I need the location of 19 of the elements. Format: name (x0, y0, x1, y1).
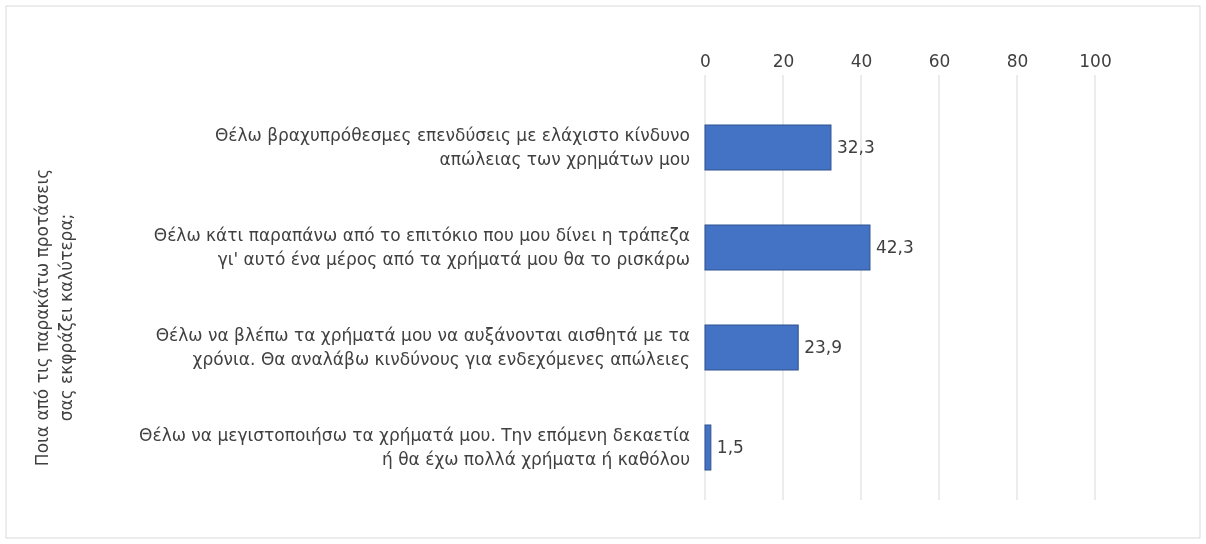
bar (704, 424, 712, 471)
bar (704, 324, 799, 371)
bar (704, 224, 871, 271)
bar (704, 124, 832, 171)
data-label: 1,5 (716, 437, 744, 458)
y-axis-title: Ποια από τις παρακάτω προτάσεις σας εκφράζει καλύτερα; (32, 168, 76, 467)
y-tick-label: Θέλω κάτι παραπάνω από το επιτόκιο που μου δίνει η τράπεζα γι' αυτό ένα μέρος από τα χρήματά μου θα το ρισκάρω (153, 225, 690, 270)
x-tick-label: 40 (850, 51, 873, 71)
x-tick-label: 60 (928, 51, 951, 71)
y-tick-label: Θέλω να βλέπω τα χρήματά μου να αυξάνονται αισθητά με τα χρόνια. Θα αναλάβω κινδύνους για ενδεχόμενες απώλειες (155, 325, 690, 370)
x-tick-label: 80 (1006, 51, 1029, 71)
data-label: 42,3 (875, 237, 914, 258)
x-tick-label: 20 (772, 51, 795, 71)
y-tick-label: Θέλω βραχυπρόθεσμες επενδύσεις με ελάχιστο κίνδυνο απώλειας των χρημάτων μου (214, 125, 690, 170)
y-tick-label: Θέλω να μεγιστοποιήσω τα χρήματά μου. Την επόμενη δεκαετία ή θα έχω πολλά χρήματα ή καθόλου (139, 425, 690, 470)
x-tick-label: 0 (700, 51, 711, 71)
data-label: 32,3 (836, 137, 875, 158)
data-label: 23,9 (804, 337, 843, 358)
x-tick-label: 100 (1079, 51, 1112, 71)
